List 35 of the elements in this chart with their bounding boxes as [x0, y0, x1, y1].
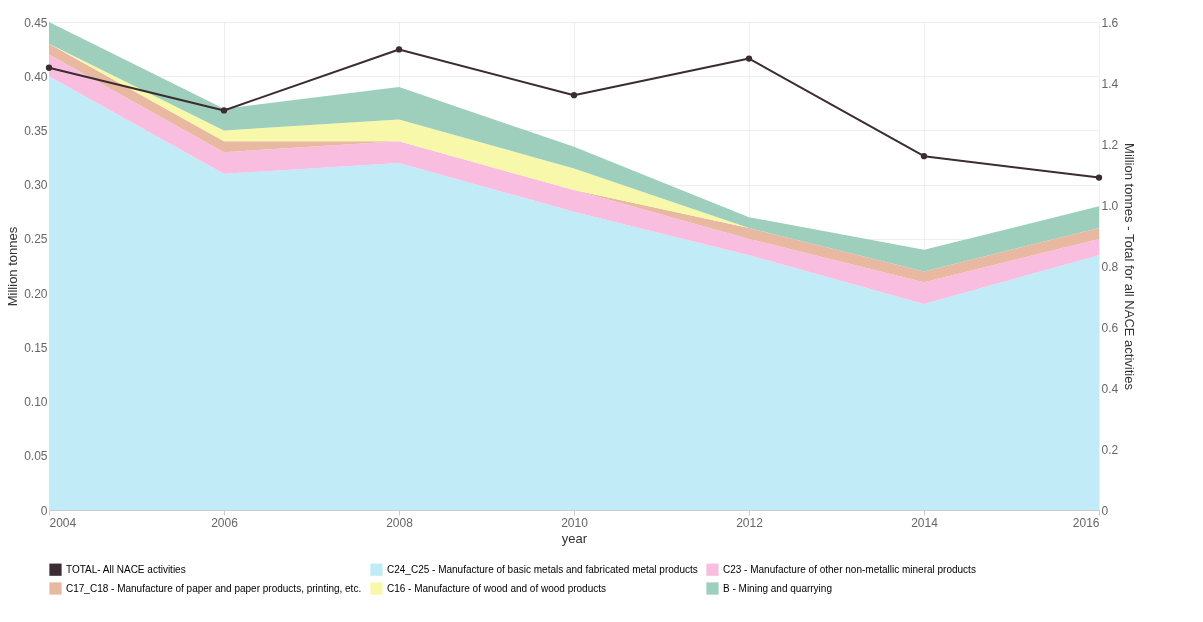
y2-tick-label: 0.4 [1101, 381, 1119, 396]
y-tick-label: 0.40 [24, 69, 48, 84]
y-axis-title: Million tonnes [5, 226, 21, 307]
y-tick-label: 0.30 [24, 178, 48, 193]
legend-label: B - Mining and quarrying [723, 582, 832, 594]
x-tick-label: 2006 [211, 515, 239, 530]
legend-label: C24_C25 - Manufacture of basic metals and fabricated metal products [387, 563, 698, 575]
x-tick-label: 2004 [49, 515, 77, 530]
y-tick-label: 0.05 [24, 449, 48, 464]
y2-tick-label: 1.6 [1101, 15, 1119, 30]
y2-tick-label: 1.2 [1101, 137, 1119, 152]
y-tick-label: 0.15 [24, 340, 48, 355]
y2-tick-label: 1.0 [1101, 198, 1119, 213]
x-tick-label: 2014 [911, 515, 939, 530]
y-tick-label: 0.10 [24, 395, 48, 410]
x-tick-label: 2012 [736, 515, 764, 530]
x-tick-label: 2016 [1072, 515, 1100, 530]
y-tick-label: 0.35 [24, 123, 48, 138]
y-tick-label: 0.20 [24, 286, 48, 301]
y2-tick-label: 0.8 [1101, 259, 1119, 274]
y2-tick-label: 1.4 [1101, 76, 1119, 91]
y2-tick-label: 0.2 [1101, 442, 1119, 457]
y-tick-label: 0.45 [24, 15, 48, 30]
x-tick-label: 2010 [561, 515, 589, 530]
y-tick-label: 0 [40, 503, 48, 518]
legend-label: TOTAL- All NACE activities [66, 563, 186, 575]
x-axis-title: year [561, 530, 588, 546]
y2-axis-title: Million tonnes - Total for all NACE activities [1122, 143, 1138, 391]
legend-label: C17_C18 - Manufacture of paper and paper products, printing, etc. [66, 582, 362, 594]
legend-label: C23 - Manufacture of other non-metallic mineral products [723, 563, 976, 575]
y-tick-label: 0.25 [24, 232, 48, 247]
x-tick-label: 2008 [386, 515, 414, 530]
y2-tick-label: 0 [1101, 503, 1109, 518]
legend-label: C16 - Manufacture of wood and of wood products [387, 582, 607, 594]
y2-tick-label: 0.6 [1101, 320, 1119, 335]
